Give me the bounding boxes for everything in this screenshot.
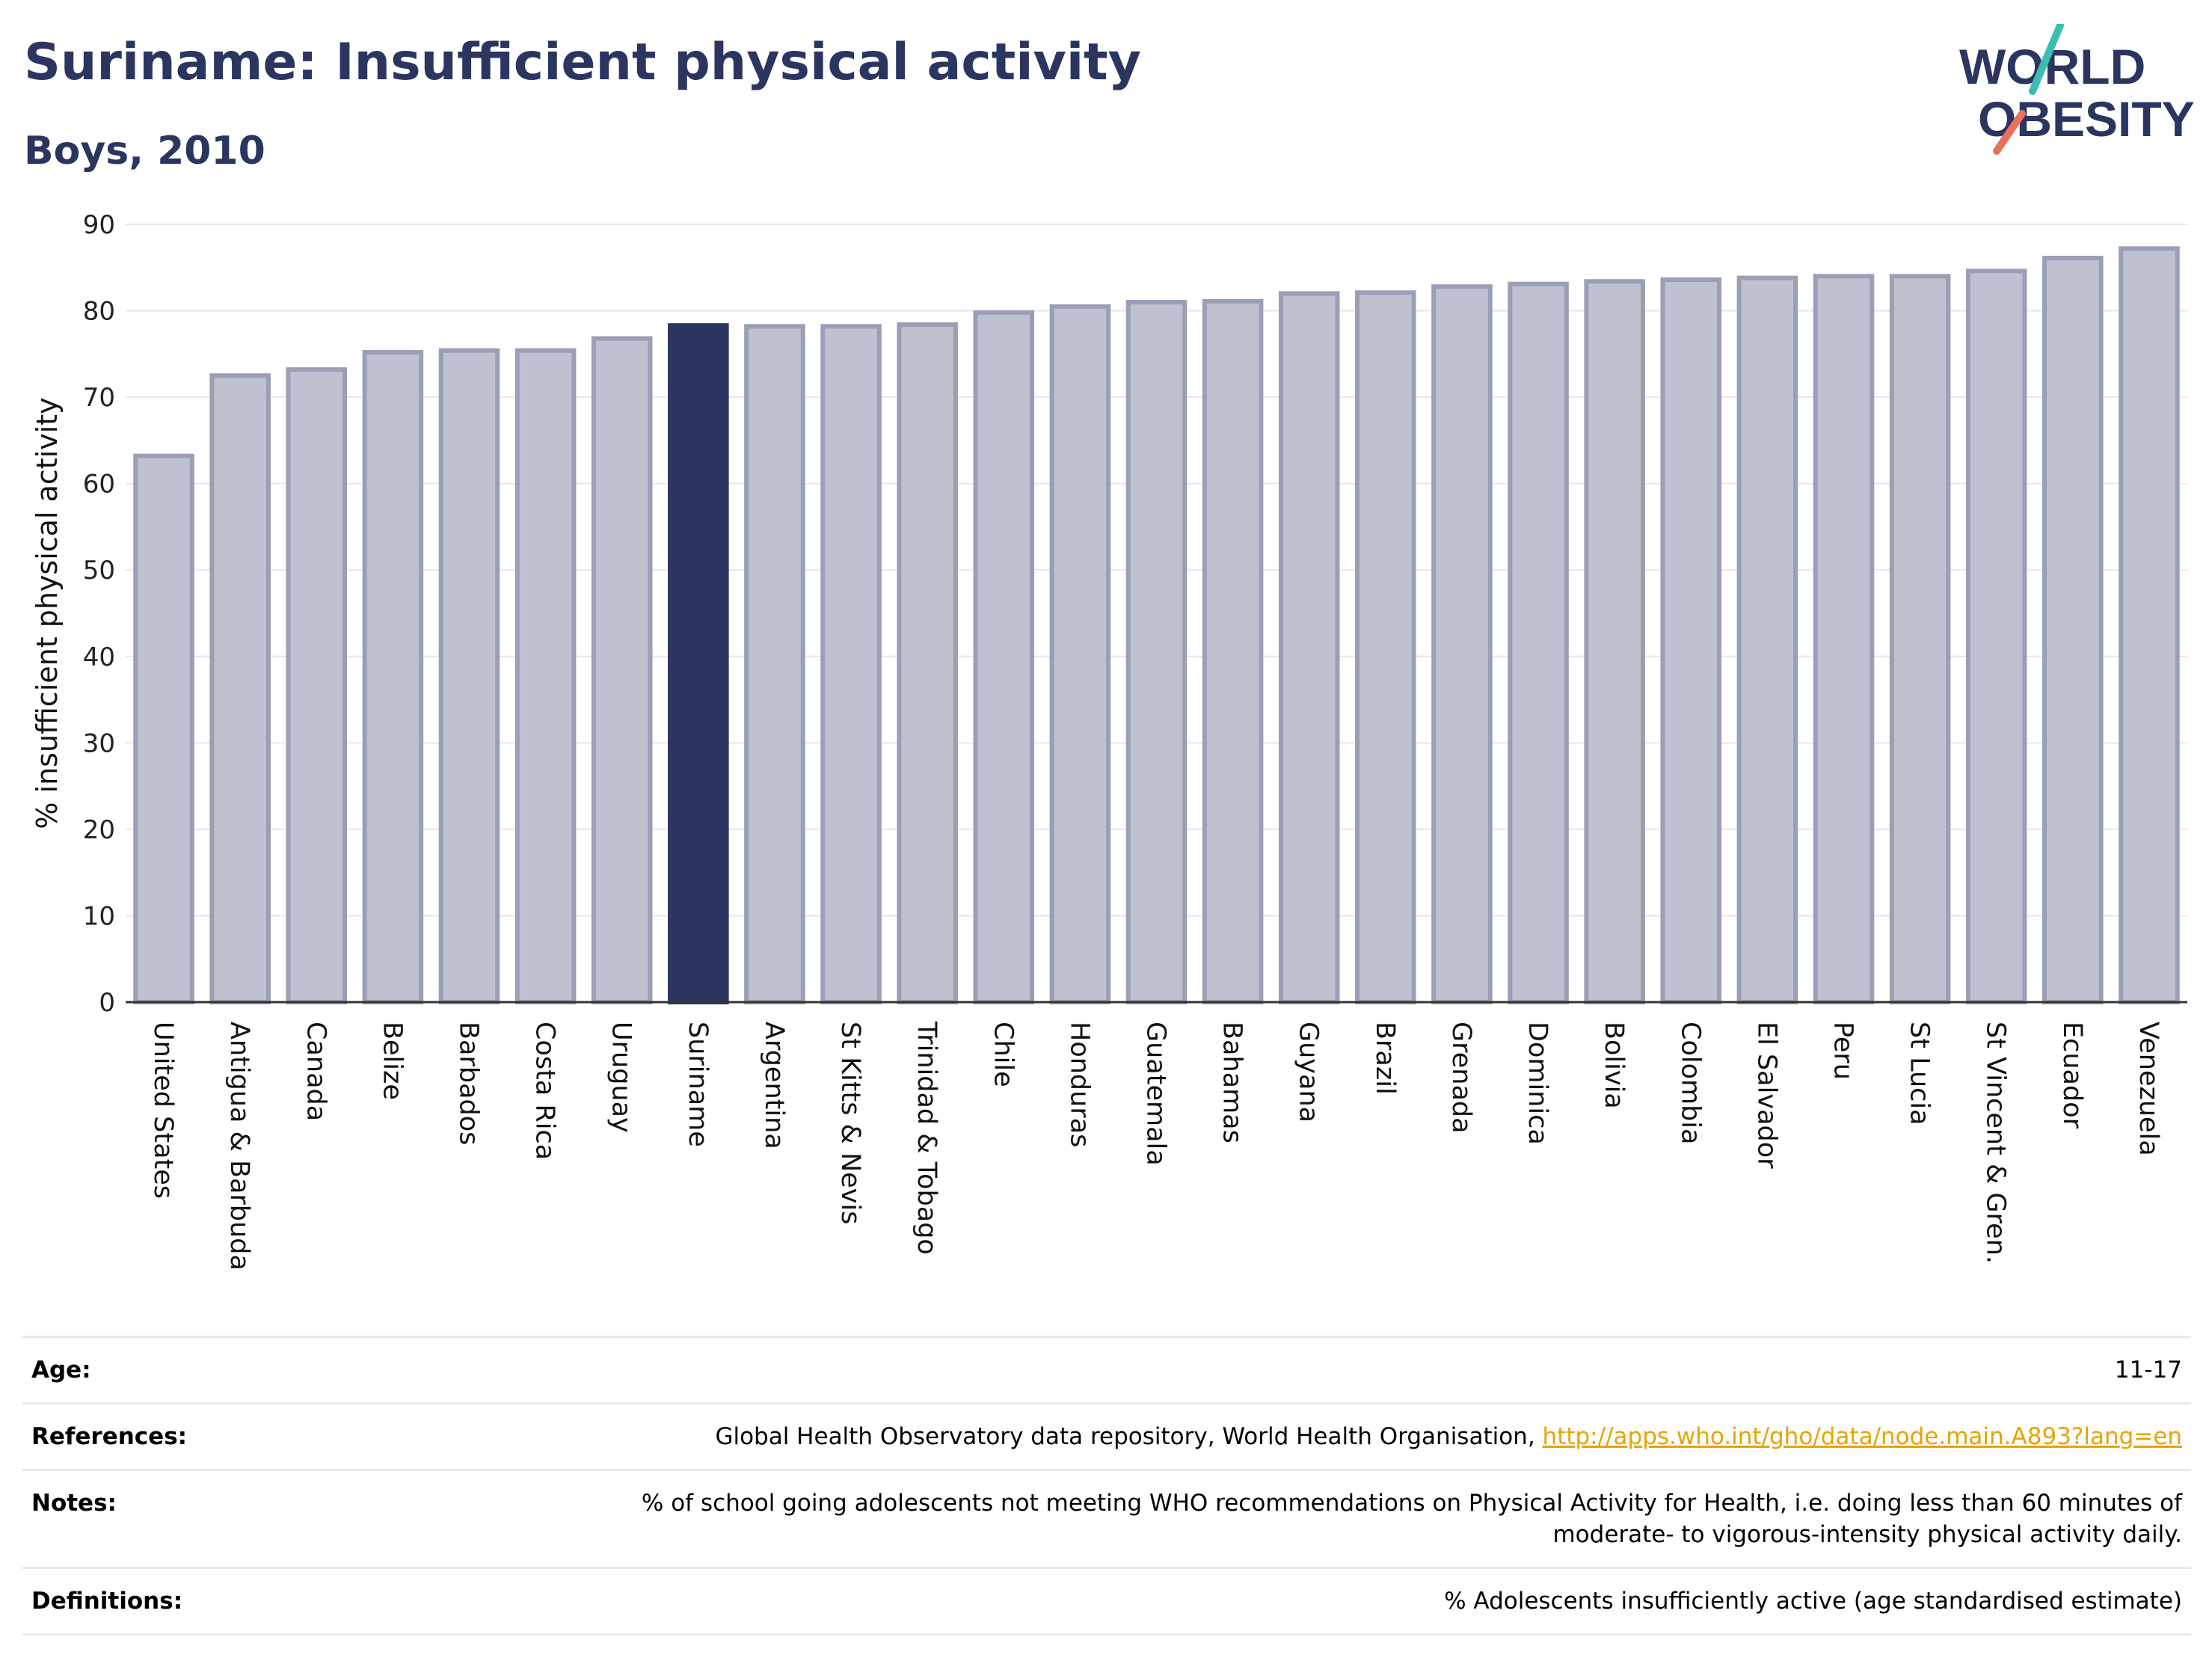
bars bbox=[133, 246, 2180, 1005]
logo-slash-coral bbox=[1993, 110, 2026, 155]
x-tick-label: Canada bbox=[301, 1022, 331, 1121]
bar-brazil bbox=[1355, 290, 1416, 1004]
x-tick-label: Suriname bbox=[683, 1022, 713, 1147]
bar-el-salvador bbox=[1736, 275, 1798, 1004]
y-tick-label: 20 bbox=[83, 815, 115, 845]
x-tick-label: El Salvador bbox=[1751, 1022, 1781, 1169]
info-row-references: References: Global Health Observatory da… bbox=[22, 1403, 2191, 1470]
info-row-age: Age: 11-17 bbox=[22, 1336, 2191, 1404]
bar-st-lucia bbox=[1889, 274, 1951, 1005]
y-tick-label: 0 bbox=[99, 988, 115, 1018]
info-table: Age: 11-17 References: Global Health Obs… bbox=[22, 1336, 2191, 1636]
bar-bolivia bbox=[1584, 279, 1645, 1004]
y-axis-label: % insufficient physical activity bbox=[31, 397, 64, 829]
x-tick-label: Antigua & Barbuda bbox=[224, 1022, 254, 1271]
y-tick-label: 60 bbox=[83, 470, 115, 500]
y-tick-label: 70 bbox=[83, 383, 115, 413]
info-row-notes: Notes: % of school going adolescents not… bbox=[22, 1470, 2191, 1568]
x-tick-label: Dominica bbox=[1523, 1022, 1552, 1145]
bar-venezuela bbox=[2119, 246, 2180, 1005]
x-tick-label: Argentina bbox=[759, 1022, 789, 1149]
x-tick-label: Colombia bbox=[1675, 1022, 1705, 1144]
bar-peru bbox=[1813, 274, 1875, 1005]
bar-st-kitts-nevis bbox=[820, 324, 882, 1005]
x-tick-label: Bolivia bbox=[1599, 1022, 1629, 1109]
notes-line-2: moderate- to vigorous-intensity physical… bbox=[1552, 1521, 2182, 1548]
bar-ecuador bbox=[2042, 256, 2104, 1005]
x-tick-label: St Kitts & Nevis bbox=[835, 1022, 865, 1224]
x-tick-label: Guyana bbox=[1294, 1022, 1324, 1123]
notes-line-1: % of school going adolescents not meetin… bbox=[641, 1490, 2182, 1517]
x-tick-label: Peru bbox=[1828, 1022, 1858, 1080]
x-tick-label: Ecuador bbox=[2057, 1022, 2087, 1129]
bar-bahamas bbox=[1202, 298, 1264, 1005]
x-tick-label: Barbados bbox=[454, 1022, 484, 1145]
definitions-label: Definitions: bbox=[31, 1588, 183, 1615]
x-tick-label: Guatemala bbox=[1141, 1022, 1171, 1166]
bar-guyana bbox=[1278, 291, 1340, 1004]
y-tick-label: 90 bbox=[83, 210, 115, 240]
y-tick-label: 40 bbox=[83, 642, 115, 672]
x-axis-ticks: United States Antigua & Barbuda Canada Beli… bbox=[148, 1021, 2163, 1271]
y-tick-label: 80 bbox=[83, 297, 115, 327]
references-text: Global Health Observatory data repositor… bbox=[715, 1423, 1543, 1450]
definitions-value: % Adolescents insufficiently active (age… bbox=[1444, 1588, 2182, 1615]
bar-belize bbox=[362, 350, 424, 1004]
age-label: Age: bbox=[31, 1357, 91, 1384]
world-obesity-logo: WORLD OBESITY bbox=[1959, 24, 2195, 155]
bar-st-vincent-gren- bbox=[1965, 268, 2027, 1004]
bar-trinidad-tobago bbox=[897, 322, 958, 1004]
notes-value: % of school going adolescents not meetin… bbox=[265, 1470, 2191, 1568]
bar-colombia bbox=[1660, 277, 1722, 1004]
info-row-definitions: Definitions: % Adolescents insufficientl… bbox=[22, 1568, 2191, 1635]
x-tick-label: Venezuela bbox=[2133, 1022, 2163, 1156]
x-tick-label: Brazil bbox=[1370, 1022, 1400, 1095]
x-tick-label: St Lucia bbox=[1905, 1022, 1935, 1126]
page-title: Suriname: Insufficient physical activity bbox=[24, 33, 1141, 92]
y-tick-label: 30 bbox=[83, 728, 115, 758]
y-tick-label: 50 bbox=[83, 556, 115, 586]
bar-barbados bbox=[438, 348, 500, 1004]
x-tick-label: Uruguay bbox=[606, 1022, 636, 1133]
bar-guatemala bbox=[1125, 300, 1188, 1004]
x-tick-label: St Vincent & Gren. bbox=[1981, 1022, 2011, 1264]
x-tick-label: Trinidad & Tobago bbox=[912, 1021, 941, 1255]
bar-united-states bbox=[133, 453, 194, 1004]
age-value: 11-17 bbox=[2114, 1357, 2182, 1384]
bar-suriname bbox=[668, 323, 729, 1004]
y-tick-label: 10 bbox=[83, 901, 115, 931]
bar-costa-rica bbox=[514, 348, 577, 1004]
x-tick-label: Belize bbox=[377, 1022, 407, 1100]
logo-slash-teal bbox=[2029, 24, 2064, 95]
page-subtitle: Boys, 2010 bbox=[24, 129, 265, 174]
bar-dominica bbox=[1508, 281, 1569, 1004]
notes-label: Notes: bbox=[31, 1490, 117, 1517]
bar-chart: 0 10 20 30 40 50 60 70 80 90 United States Antigua… bbox=[31, 210, 2187, 1271]
x-tick-label: Costa Rica bbox=[530, 1022, 560, 1160]
bar-chile bbox=[973, 310, 1035, 1005]
bar-antigua-barbuda bbox=[209, 373, 271, 1004]
x-tick-label: Honduras bbox=[1064, 1022, 1094, 1147]
x-tick-label: Bahamas bbox=[1217, 1022, 1247, 1143]
bar-honduras bbox=[1049, 304, 1111, 1004]
x-tick-label: Chile bbox=[988, 1022, 1018, 1087]
bar-grenada bbox=[1431, 284, 1493, 1004]
y-axis-ticks: 0 10 20 30 40 50 60 70 80 90 bbox=[83, 210, 115, 1018]
references-label: References: bbox=[31, 1423, 188, 1450]
references-value: Global Health Observatory data repositor… bbox=[265, 1404, 2191, 1470]
x-tick-label: United States bbox=[148, 1022, 178, 1199]
x-tick-label: Grenada bbox=[1446, 1022, 1476, 1134]
bar-uruguay bbox=[591, 336, 653, 1004]
bar-canada bbox=[286, 367, 348, 1004]
bar-argentina bbox=[744, 324, 805, 1005]
references-link[interactable]: http://apps.who.int/gho/data/node.main.A… bbox=[1542, 1423, 2182, 1450]
